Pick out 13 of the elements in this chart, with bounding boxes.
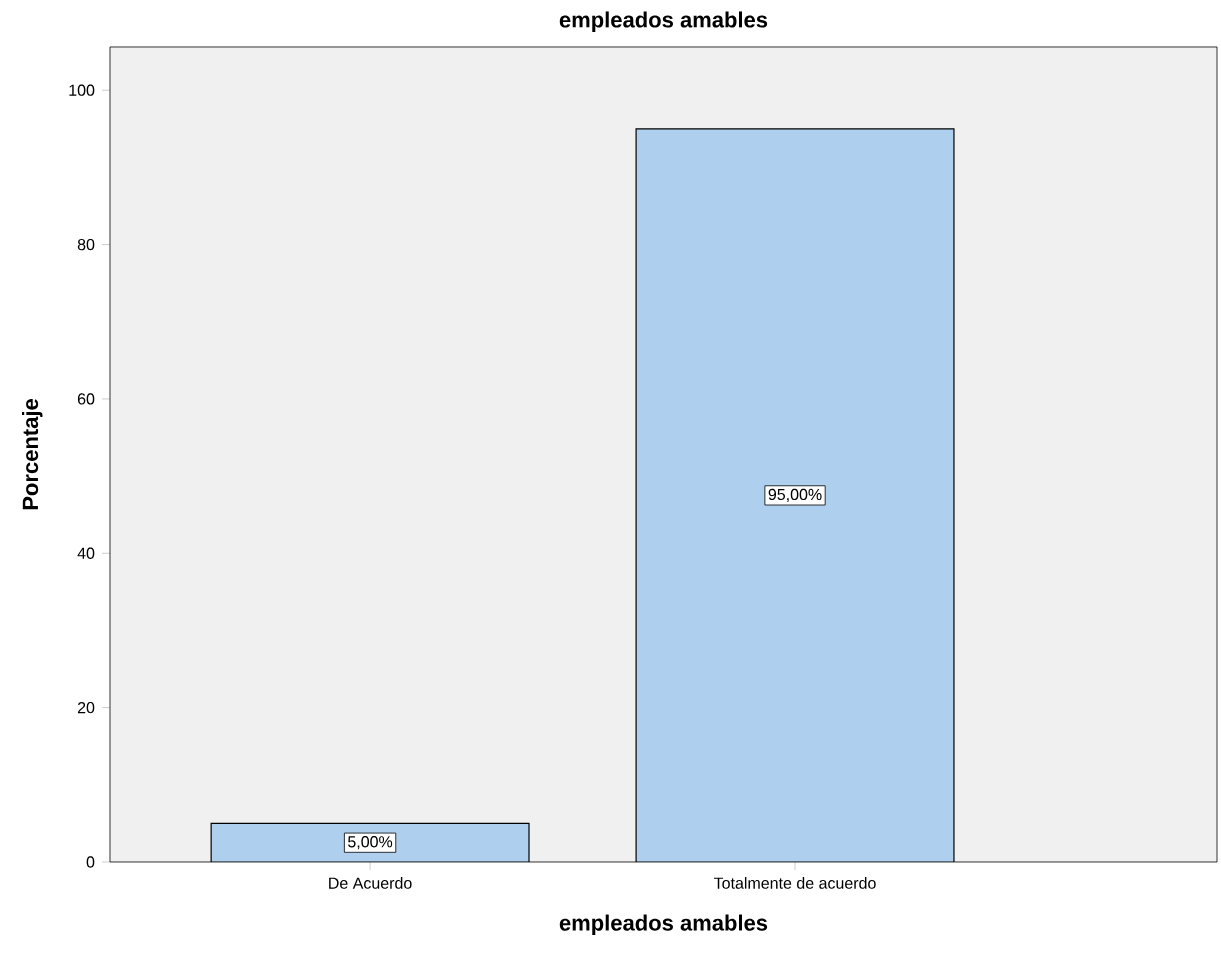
data-label: 5,00% xyxy=(348,836,393,850)
x-axis-title: empleados amables xyxy=(559,914,768,936)
y-tick-label: 80 xyxy=(77,238,95,251)
y-tick-label: 60 xyxy=(77,393,95,405)
y-axis-title: Porcentaje xyxy=(22,399,43,510)
x-tick-label: Totalmente de acuerdo xyxy=(713,877,876,889)
x-tick-label: De Acuerdo xyxy=(329,877,412,889)
y-tick-label: 40 xyxy=(77,547,95,559)
chart-title: empleados amables xyxy=(559,11,768,32)
data-label: 95,00% xyxy=(768,488,822,502)
y-tick-label: 100 xyxy=(69,84,95,96)
y-tick-label: 0 xyxy=(86,856,95,868)
y-tick-label: 20 xyxy=(77,701,95,714)
